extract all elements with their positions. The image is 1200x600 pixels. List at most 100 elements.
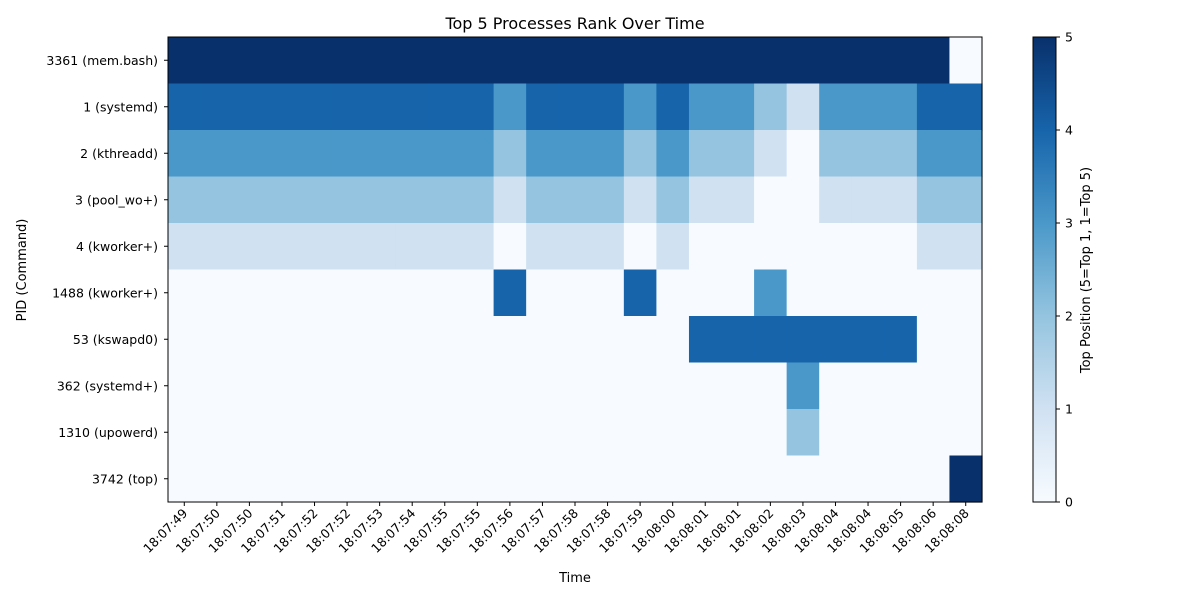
heatmap-cell: [558, 130, 592, 178]
heatmap-cell: [754, 37, 788, 85]
heatmap-cell: [623, 269, 657, 317]
heatmap-cell: [884, 37, 918, 85]
heatmap-cell: [428, 316, 462, 364]
heatmap-cell: [493, 269, 527, 317]
heatmap-cell: [298, 37, 332, 85]
heatmap-cell: [688, 316, 723, 364]
y-tick-label: 53 (kswapd0): [73, 332, 158, 347]
heatmap-cell: [461, 316, 495, 364]
heatmap-cell: [363, 269, 397, 317]
heatmap-cell: [754, 316, 788, 364]
colorbar-tick-label: 0: [1065, 495, 1073, 510]
heatmap-cell: [395, 269, 430, 317]
heatmap-cell: [461, 130, 495, 178]
heatmap-cell: [819, 83, 853, 131]
heatmap-cell: [168, 37, 202, 85]
heatmap-cell: [298, 362, 332, 410]
heatmap-cell: [233, 362, 267, 410]
heatmap-cell: [591, 223, 625, 271]
heatmap-cell: [754, 83, 788, 131]
heatmap-cell: [493, 37, 527, 85]
heatmap-cell: [526, 455, 560, 503]
heatmap-cell: [168, 455, 202, 503]
heatmap-cell: [656, 409, 690, 457]
heatmap-cell: [949, 269, 983, 317]
heatmap-cell: [916, 455, 951, 503]
heatmap-cell: [721, 409, 755, 457]
heatmap-cell: [688, 409, 723, 457]
heatmap-cell: [721, 455, 755, 503]
heatmap-cell: [754, 455, 788, 503]
heatmap-cell: [819, 130, 853, 178]
heatmap-cell: [428, 176, 462, 224]
heatmap-cell: [461, 409, 495, 457]
heatmap-cell: [656, 316, 690, 364]
heatmap-cell: [363, 83, 397, 131]
heatmap-cell: [721, 130, 755, 178]
heatmap-cell: [884, 223, 918, 271]
heatmap-cell: [916, 269, 951, 317]
heatmap-cell: [526, 37, 560, 85]
heatmap-cell: [949, 83, 983, 131]
heatmap-cell: [298, 223, 332, 271]
heatmap-cell: [688, 176, 723, 224]
heatmap-cell: [558, 176, 592, 224]
heatmap-cell: [233, 269, 267, 317]
heatmap-cell: [330, 223, 364, 271]
heatmap-cell: [493, 83, 527, 131]
heatmap-cell: [916, 176, 951, 224]
heatmap-cell: [851, 409, 885, 457]
heatmap-cell: [168, 130, 202, 178]
heatmap-cell: [493, 316, 527, 364]
heatmap-cell: [591, 37, 625, 85]
heatmap-cell: [265, 130, 299, 178]
heatmap-cell: [754, 176, 788, 224]
heatmap-cell: [395, 37, 430, 85]
heatmap-cell: [884, 409, 918, 457]
heatmap-cell: [168, 176, 202, 224]
colorbar-tick-label: 4: [1065, 123, 1073, 138]
heatmap-cell: [298, 409, 332, 457]
heatmap-cell: [330, 37, 364, 85]
heatmap-cell: [851, 269, 885, 317]
y-tick-label: 1310 (upowerd): [58, 425, 158, 440]
heatmap-cell: [884, 455, 918, 503]
heatmap-cell: [656, 223, 690, 271]
heatmap-cell: [851, 316, 885, 364]
heatmap-cell: [656, 130, 690, 178]
heatmap-cell: [623, 176, 657, 224]
heatmap-cell: [330, 455, 364, 503]
heatmap-cell: [461, 83, 495, 131]
heatmap-cell: [428, 455, 462, 503]
chart-title: Top 5 Processes Rank Over Time: [444, 14, 704, 33]
heatmap-cell: [200, 223, 234, 271]
heatmap-cell: [200, 37, 234, 85]
heatmap-cell: [656, 83, 690, 131]
heatmap-cell: [851, 37, 885, 85]
heatmap-cell: [786, 455, 820, 503]
heatmap-cell: [395, 455, 430, 503]
heatmap-cell: [754, 409, 788, 457]
heatmap-cell: [395, 409, 430, 457]
heatmap-cell: [395, 83, 430, 131]
heatmap-cell: [363, 409, 397, 457]
heatmap-cell: [786, 316, 820, 364]
heatmap-cell: [558, 409, 592, 457]
heatmap-cell: [558, 269, 592, 317]
heatmap-cell: [623, 37, 657, 85]
heatmap-cell: [916, 362, 951, 410]
heatmap-cell: [786, 269, 820, 317]
heatmap-cell: [461, 269, 495, 317]
heatmap-cell: [819, 176, 853, 224]
heatmap-cell: [265, 83, 299, 131]
heatmap-cell: [623, 362, 657, 410]
heatmap-cell: [168, 316, 202, 364]
heatmap-cell: [233, 223, 267, 271]
heatmap-cell: [168, 409, 202, 457]
heatmap-cell: [428, 223, 462, 271]
heatmap-cell: [493, 223, 527, 271]
heatmap-cell: [949, 455, 983, 503]
heatmap-cell: [558, 455, 592, 503]
heatmap-cell: [721, 316, 755, 364]
